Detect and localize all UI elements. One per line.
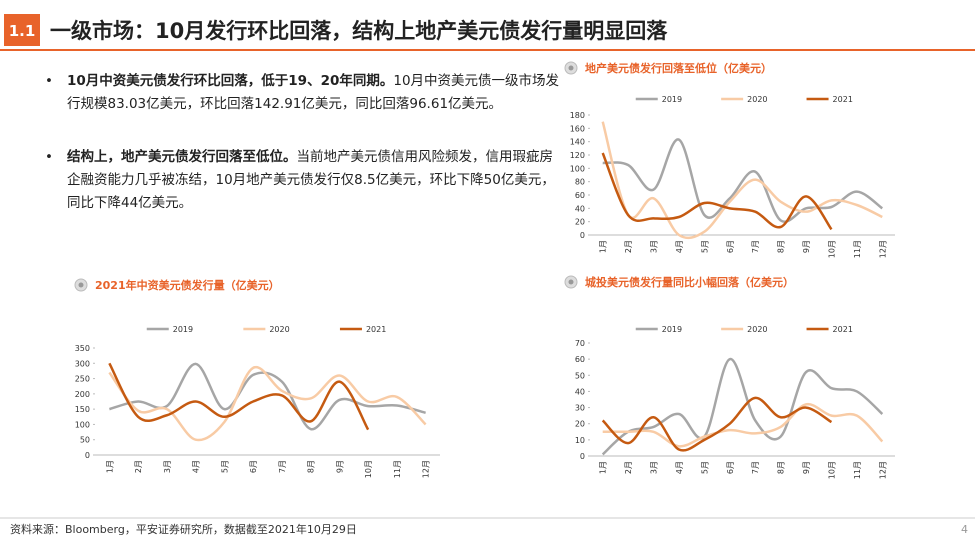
- y-tick-label: 250: [75, 375, 90, 384]
- x-tick-label: 1月: [599, 240, 608, 253]
- x-tick-label: 6月: [249, 460, 258, 473]
- x-tick-label: 12月: [422, 460, 431, 478]
- series-line: [108, 365, 427, 442]
- y-tick-label: 30: [575, 404, 585, 413]
- x-tick-label: 11月: [393, 460, 402, 478]
- legend-label: 2021: [833, 325, 853, 334]
- x-tick-label: 5月: [700, 240, 709, 253]
- x-tick-label: 8月: [777, 461, 786, 474]
- bullet-text: 当前地产美元债信用风险频发，信用瑕疵房企融资能力几乎被冻结，10月地产美元债发行…: [67, 149, 555, 211]
- y-tick-label: 20: [575, 218, 585, 227]
- x-tick-label: 7月: [751, 240, 760, 253]
- x-tick-label: 7月: [278, 460, 287, 473]
- x-tick-label: 9月: [335, 460, 344, 473]
- y-tick-label: 100: [75, 420, 90, 429]
- x-tick-label: 10月: [827, 240, 836, 258]
- y-tick-label: 40: [575, 204, 585, 213]
- y-tick-label: 10: [575, 436, 585, 445]
- y-tick-label: 0: [85, 451, 90, 460]
- x-tick-label: 3月: [163, 460, 172, 473]
- bullet-text: 10月中资美元债一级市场发行规模83.03亿美元，环比回落142.91亿美元，同…: [67, 73, 560, 112]
- x-tick-label: 4月: [675, 240, 684, 253]
- x-tick-label: 10月: [827, 461, 836, 479]
- legend-label: 2019: [662, 325, 682, 334]
- x-tick-label: 7月: [751, 461, 760, 474]
- y-tick-label: 40: [575, 387, 585, 396]
- x-tick-label: 2月: [624, 461, 633, 474]
- title-icon-dot: [568, 65, 574, 71]
- series-line: [601, 152, 833, 231]
- x-tick-label: 10月: [364, 460, 373, 478]
- series-line: [601, 121, 883, 240]
- x-tick-label: 5月: [700, 461, 709, 474]
- y-tick-label: 350: [75, 344, 90, 353]
- legend-label: 2021: [833, 95, 853, 104]
- series-line: [108, 362, 370, 431]
- x-tick-label: 6月: [726, 240, 735, 253]
- bullet: 10月中资美元债发行环比回落，低于19、20年同期。10月中资美元债一级市场发行…: [45, 70, 562, 116]
- y-tick-label: 300: [75, 359, 90, 368]
- series-line: [601, 357, 884, 456]
- chart-title: 城投美元债发行量同比小幅回落（亿美元）: [585, 275, 794, 289]
- slide-title: 一级市场：10月发行环比回落，结构上地产美元债发行量明显回落: [50, 19, 668, 43]
- bullet: 结构上，地产美元债发行回落至低位。当前地产美元债信用风险频发，信用瑕疵房企融资能…: [45, 146, 562, 215]
- y-tick-label: 180: [570, 111, 585, 120]
- y-tick-label: 60: [575, 355, 585, 364]
- title-icon-dot: [568, 279, 574, 285]
- x-tick-label: 2月: [624, 240, 633, 253]
- x-tick-label: 2月: [134, 460, 143, 473]
- legend-label: 2021: [366, 325, 386, 334]
- legend-label: 2020: [747, 325, 767, 334]
- y-tick-label: 160: [570, 124, 585, 133]
- x-tick-label: 9月: [802, 461, 811, 474]
- y-tick-label: 200: [75, 390, 90, 399]
- series-line: [601, 396, 833, 452]
- x-tick-label: 3月: [650, 461, 659, 474]
- page-number: 4: [961, 523, 968, 536]
- y-tick-label: 70: [575, 339, 585, 348]
- y-tick-label: 100: [570, 164, 585, 173]
- y-tick-label: 150: [75, 405, 90, 414]
- x-tick-label: 11月: [853, 240, 862, 258]
- x-tick-label: 11月: [853, 461, 862, 479]
- y-tick-label: 0: [580, 231, 585, 240]
- y-tick-label: 50: [575, 371, 585, 380]
- x-tick-label: 6月: [726, 461, 735, 474]
- x-tick-label: 9月: [802, 240, 811, 253]
- y-tick-label: 50: [80, 436, 90, 445]
- y-tick-label: 60: [575, 191, 585, 200]
- series-line: [602, 138, 884, 223]
- x-tick-label: 3月: [650, 240, 659, 253]
- x-tick-label: 12月: [878, 461, 887, 479]
- legend-label: 2019: [173, 325, 193, 334]
- source: 资料来源：Bloomberg，平安证券研究所，数据截至2021年10月29日: [10, 522, 357, 536]
- x-tick-label: 4月: [192, 460, 201, 473]
- x-tick-label: 8月: [777, 240, 786, 253]
- x-tick-label: 4月: [675, 461, 684, 474]
- y-tick-label: 80: [575, 178, 585, 187]
- series-line: [602, 402, 884, 448]
- legend-label: 2019: [662, 95, 682, 104]
- section-number: 1.1: [9, 22, 36, 40]
- x-tick-label: 5月: [220, 460, 229, 473]
- y-tick-label: 0: [580, 452, 585, 461]
- y-tick-label: 140: [570, 138, 585, 147]
- y-tick-label: 120: [570, 151, 585, 160]
- bullet-bold: 结构上，地产美元债发行回落至低位。: [67, 149, 297, 165]
- chart-title: 地产美元债发行回落至低位（亿美元）: [585, 61, 772, 75]
- bullet-bold: 10月中资美元债发行环比回落，低于19、20年同期。: [67, 73, 394, 89]
- x-tick-label: 8月: [307, 460, 316, 473]
- chart-title: 2021年中资美元债发行量（亿美元）: [95, 278, 280, 292]
- x-tick-label: 1月: [599, 461, 608, 474]
- title-icon-dot: [78, 282, 84, 288]
- x-tick-label: 1月: [105, 460, 114, 473]
- legend-label: 2020: [747, 95, 767, 104]
- x-tick-label: 12月: [878, 240, 887, 258]
- y-tick-label: 20: [575, 420, 585, 429]
- section-badge: [4, 14, 40, 46]
- legend-label: 2020: [269, 325, 289, 334]
